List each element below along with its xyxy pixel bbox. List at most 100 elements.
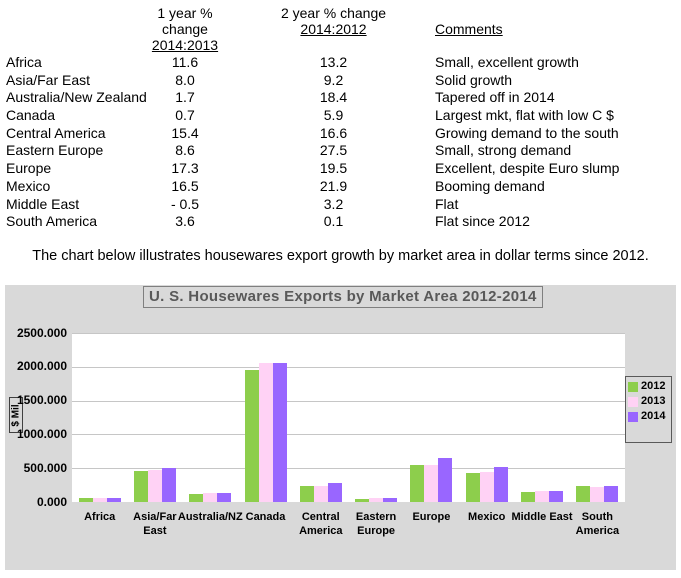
gridline (72, 366, 625, 368)
bar-2013-south-america (590, 486, 605, 502)
table-rows: Africa 11.6 13.2 Small, excellent growth Asi… (0, 54, 681, 231)
x-category-label: Central America (299, 511, 343, 537)
gridline (72, 333, 625, 334)
region-cell: Canada (6, 107, 56, 124)
table-header-2yr-line2: 2014:2012 (300, 21, 367, 37)
bar-2014-canada (272, 362, 287, 502)
y-axis-label-box: $ Mil (9, 397, 23, 433)
x-category-label: Eastern Europe (355, 511, 397, 537)
gridline (72, 434, 625, 436)
two-year-cell: 19.5 (319, 160, 348, 177)
bar-2013-central-america (313, 485, 328, 502)
x-category-label: Asia/Far East (133, 511, 177, 537)
bar-2012-asia-far-east (133, 470, 148, 502)
legend-label: 2013 (641, 395, 666, 407)
y-tick-label: 1500.000 (16, 393, 67, 408)
comment-cell: Growing demand to the south (435, 124, 619, 141)
bar-2013-australia-nz (203, 493, 218, 502)
one-year-cell: 17.3 (171, 160, 199, 177)
chart-legend: 2012 2013 2014 (625, 376, 672, 443)
y-tick-label: 1000.000 (16, 426, 67, 441)
region-cell: Mexico (6, 177, 51, 194)
comment-cell: Flat since 2012 (435, 213, 530, 230)
two-year-cell: 5.9 (323, 107, 344, 124)
region-cell: Australia/New Zealand (6, 89, 147, 106)
x-category-label: Europe (412, 511, 451, 523)
table-row: Canada 0.7 5.9 Largest mkt, flat with low C… (0, 107, 681, 125)
bar-2012-eastern-europe (355, 498, 370, 502)
comment-cell: Booming demand (435, 177, 545, 194)
bar-2013-eastern-europe (369, 497, 384, 502)
bar-2013-europe (424, 464, 439, 502)
table-row: Australia/New Zealand 1.7 18.4 Tapered off … (0, 89, 681, 107)
one-year-cell: 15.4 (171, 124, 199, 141)
legend-swatch-2013 (628, 396, 638, 407)
two-year-cell: 16.6 (319, 124, 348, 141)
bar-2012-middle-east (521, 491, 535, 502)
y-tick-label: 2000.000 (16, 359, 67, 374)
table-row: South America 3.6 0.1 Flat since 2012 (0, 213, 681, 231)
bar-2013-asia-far-east (147, 470, 162, 502)
table-header: 1 year % change 2014:2013 2 year % chang… (0, 5, 681, 53)
two-year-cell: 13.2 (319, 54, 348, 70)
table-row: Asia/Far East 8.0 9.2 Solid growth (0, 72, 681, 90)
comment-cell: Solid growth (435, 71, 513, 88)
legend-item: 2013 (628, 394, 671, 409)
bar-2014-eastern-europe (383, 497, 398, 502)
table-row: Eastern Europe 8.6 27.5 Small, strong deman… (0, 142, 681, 160)
bar-2014-africa (106, 497, 121, 502)
table-header-1yr: 1 year % change 2014:2013 (134, 5, 236, 53)
intro-text: The chart below illustrates housewares e… (32, 248, 649, 264)
legend-item: 2012 (628, 379, 671, 394)
two-year-cell: 3.2 (323, 195, 344, 212)
table-header-1yr-line2: 2014:2013 (151, 37, 219, 53)
region-cell: Central America (6, 124, 106, 141)
bar-2014-asia-far-east (161, 467, 176, 502)
region-cell: Africa (6, 54, 42, 70)
bar-2013-middle-east (535, 491, 549, 502)
table-header-1yr-line1: 1 year % change (157, 5, 213, 37)
x-category-label: South America (575, 511, 620, 537)
one-year-cell: 3.6 (175, 213, 195, 230)
comment-cell: Tapered off in 2014 (435, 89, 555, 106)
bar-2012-africa (78, 498, 93, 502)
legend-item: 2014 (628, 409, 671, 424)
one-year-cell: - 0.5 (170, 195, 199, 212)
comment-cell: Flat (435, 195, 459, 212)
bar-2013-africa (92, 498, 107, 502)
table-row: Europe 17.3 19.5 Excellent, despite Euro sl… (0, 160, 681, 178)
legend-swatch-2014 (628, 411, 638, 422)
bar-2012-south-america (576, 486, 591, 502)
two-year-cell: 27.5 (319, 142, 348, 159)
table-row: Africa 11.6 13.2 Small, excellent growth (0, 54, 681, 72)
chart-area: U. S. Housewares Exports by Market Area … (5, 285, 676, 570)
x-category-label: Africa (84, 511, 116, 523)
region-cell: Asia/Far East (6, 71, 91, 88)
y-tick-label: 0.000 (36, 494, 67, 509)
gridline (72, 400, 625, 402)
gridline (72, 468, 625, 470)
region-cell: Europe (6, 160, 52, 177)
bar-2012-australia-nz (189, 494, 204, 502)
x-category-label: Canada (245, 511, 286, 523)
bar-2014-central-america (327, 483, 342, 502)
one-year-cell: 8.0 (175, 71, 195, 88)
y-tick-label: 2500.000 (16, 325, 67, 340)
chart-title: U. S. Housewares Exports by Market Area … (143, 286, 543, 308)
table-header-2yr: 2 year % change 2014:2012 (236, 5, 431, 53)
table-header-2yr-line1: 2 year % change (280, 5, 387, 21)
bar-2012-canada (244, 370, 259, 502)
table-row: Middle East - 0.5 3.2 Flat (0, 196, 681, 214)
x-category-label: Middle East (511, 511, 573, 523)
table-header-comments: Comments (435, 21, 503, 37)
one-year-cell: 11.6 (171, 54, 199, 70)
comment-cell: Small, excellent growth (435, 54, 579, 70)
bar-2014-middle-east (549, 491, 563, 502)
bar-2012-mexico (465, 473, 480, 502)
table-row: Central America 15.4 16.6 Growing demand to… (0, 125, 681, 143)
legend-label: 2014 (641, 410, 666, 422)
two-year-cell: 0.1 (323, 213, 344, 230)
legend-label: 2012 (641, 380, 666, 392)
bar-2012-europe (410, 465, 425, 502)
comment-cell: Largest mkt, flat with low C $ (435, 107, 614, 124)
